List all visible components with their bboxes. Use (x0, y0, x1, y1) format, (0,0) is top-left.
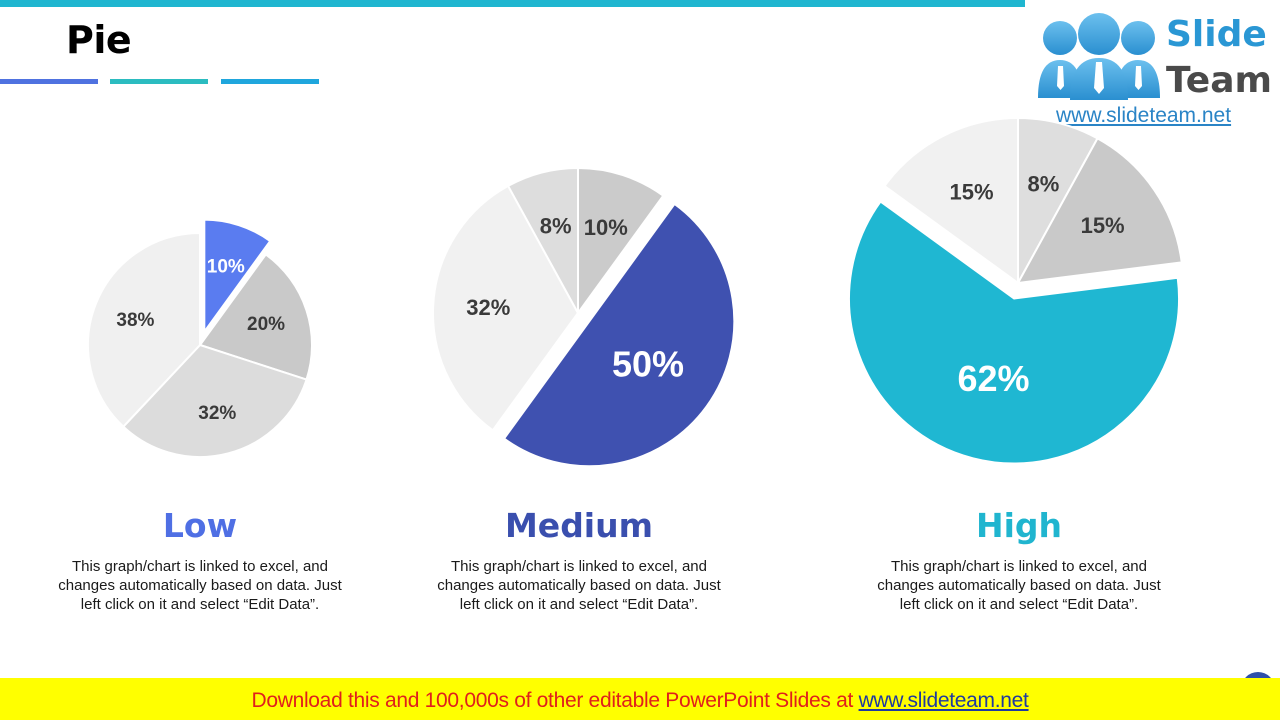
slideteam-logo[interactable]: Slide Team www.slideteam.net (1030, 4, 1280, 130)
low-slice-10pct[interactable] (203, 218, 272, 335)
logo-text-slide: Slide (1166, 14, 1267, 55)
high-title: High (975, 506, 1063, 545)
medium-slice-50pct[interactable] (502, 202, 736, 468)
low-title: Low (162, 506, 238, 545)
low-slice-label: 20% (247, 314, 285, 335)
title-underline-3 (221, 79, 319, 84)
medium-slice-label: 10% (584, 215, 628, 240)
high-slice-15pct[interactable] (883, 116, 1019, 285)
medium-title: Medium (504, 506, 654, 545)
medium-slice-8pct[interactable] (506, 166, 579, 314)
medium-slice-label: 50% (612, 343, 684, 384)
medium-slice-32pct[interactable] (432, 184, 580, 432)
medium-slice-label: 8% (540, 214, 572, 239)
high-slice-label: 62% (957, 358, 1029, 399)
medium-slice-label: 32% (466, 295, 510, 320)
low-slice-label: 38% (116, 310, 154, 331)
high-slice-62pct[interactable] (848, 200, 1181, 465)
high-slice-label: 15% (950, 180, 994, 205)
medium-slice-10pct[interactable] (577, 166, 665, 317)
logo-text-team: Team (1166, 60, 1272, 101)
title-underline-2 (110, 79, 208, 84)
slide-title: Pie (66, 18, 132, 62)
low-slice-label: 10% (207, 256, 245, 277)
top-accent-bar (0, 0, 1025, 7)
high-pie[interactable]: 8% 15% 62% 15% (848, 116, 1183, 465)
low-slice-label: 32% (198, 403, 236, 424)
high-slice-15pct[interactable] (1016, 137, 1183, 285)
banner-link[interactable]: www.slideteam.net (858, 689, 1029, 712)
medium-pie[interactable]: 10% 50% 32% 8% (432, 166, 736, 468)
download-banner: Download this and 100,000s of other edit… (0, 678, 1280, 720)
low-slice-32pct[interactable] (121, 343, 308, 458)
low-description: This graph/chart is linked to excel, and… (58, 558, 342, 613)
high-slice-label: 15% (1081, 213, 1125, 238)
low-slice-38pct[interactable] (87, 231, 201, 429)
low-slice-20pct[interactable] (198, 252, 313, 381)
low-pie[interactable]: 10% 20% 32% 38% (87, 218, 313, 458)
title-underline-1 (0, 79, 98, 84)
medium-description: This graph/chart is linked to excel, and… (437, 558, 721, 613)
logo-url-link[interactable]: www.slideteam.net (1056, 104, 1232, 127)
high-slice-label: 8% (1028, 172, 1060, 197)
people-group-icon (1038, 13, 1160, 100)
high-description: This graph/chart is linked to excel, and… (877, 558, 1161, 613)
banner-text: Download this and 100,000s of other edit… (251, 689, 859, 712)
